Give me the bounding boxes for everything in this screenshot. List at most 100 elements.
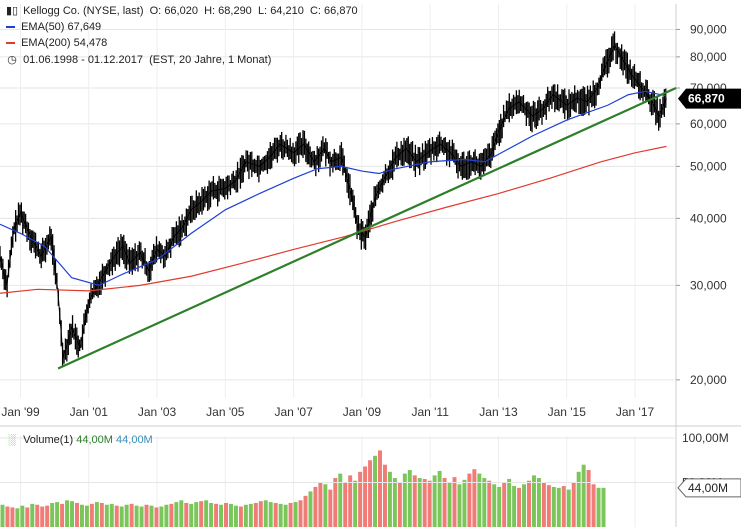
volume-bar [462, 479, 467, 527]
volume-bar [243, 504, 248, 527]
volume-bar [84, 505, 89, 527]
volume-bar [546, 485, 551, 527]
volume-bar [427, 480, 432, 527]
x-tick-label: Jan '07 [274, 405, 313, 419]
volume-bar [581, 464, 586, 527]
volume-bar [65, 500, 70, 527]
volume-bar [333, 478, 338, 527]
volume-bar [447, 482, 452, 527]
volume-bar [412, 475, 417, 527]
volume-bar [238, 506, 243, 527]
volume-bar [353, 480, 358, 527]
ema50-label: EMA(50) [21, 21, 65, 33]
open-value: 66,020 [164, 5, 198, 17]
volume-bar [144, 504, 149, 527]
trend-line [57, 86, 677, 370]
volume-bar [55, 502, 60, 527]
volume-bar [214, 503, 219, 527]
volume-bar [368, 460, 373, 527]
close-value: 66,870 [324, 5, 358, 17]
volume-label: Volume(1) [23, 434, 74, 446]
volume-bar [70, 501, 75, 527]
volume-bar [308, 491, 313, 527]
volume-bar [164, 504, 169, 527]
volume-bar [248, 503, 253, 527]
volume-bar [263, 500, 268, 527]
volume-bar [363, 466, 368, 527]
ema200-swatch [6, 42, 15, 45]
volume-bar [154, 507, 159, 527]
volume-bar [392, 478, 397, 527]
volume-bar [199, 501, 204, 527]
volume-bar [407, 470, 412, 527]
volume-bar [482, 478, 487, 527]
volume-value: 44,00M [76, 434, 113, 446]
volume-bar [477, 473, 482, 527]
volume-bar [99, 502, 104, 527]
x-tick-label: Jan '11 [411, 405, 449, 419]
volume-bars-icon: ░ [8, 434, 16, 446]
volume-bar [293, 502, 298, 527]
volume-bar [94, 502, 99, 527]
volume-bar [586, 470, 591, 527]
volume-bar [89, 503, 94, 527]
volume-value-2: 44,00M [116, 434, 153, 446]
y-tick-label: 30,000 [690, 278, 727, 292]
volume-bar [149, 505, 154, 527]
volume-bar [576, 471, 581, 527]
x-tick-label: Jan '17 [616, 405, 655, 419]
volume-bar [134, 505, 139, 527]
date-range: 01.06.1998 - 01.12.2017 [23, 54, 143, 66]
volume-bar [253, 502, 258, 527]
volume-last-label: 44,00M [688, 481, 728, 495]
volume-bar [20, 505, 25, 527]
x-tick-label: Jan '09 [343, 405, 382, 419]
volume-bar [288, 502, 293, 527]
volume-bar [298, 500, 303, 527]
volume-bar [109, 503, 114, 527]
volume-bar [79, 504, 84, 527]
ema50-line [0, 90, 667, 287]
volume-bar [104, 504, 109, 527]
volume-bar [60, 503, 65, 527]
volume-tick-label: 100,00M [682, 431, 729, 445]
low-label: L: [257, 5, 268, 17]
volume-bar [323, 484, 328, 527]
volume-bar [536, 478, 541, 527]
volume-bar [303, 495, 308, 527]
volume-bar [487, 480, 492, 527]
volume-bar [541, 482, 546, 527]
legend-range-row: ◷ 01.06.1998 - 01.12.2017 (EST, 20 Jahre… [6, 53, 271, 66]
volume-bar [184, 502, 189, 527]
volume-bar [522, 484, 527, 527]
volume-bar [551, 486, 556, 527]
volume-bar [422, 478, 427, 527]
volume-bar [591, 484, 596, 527]
volume-bar [313, 486, 318, 527]
volume-bar [571, 482, 576, 527]
ema200-line [0, 145, 667, 294]
volume-bar [502, 482, 507, 527]
volume-bar [397, 482, 402, 527]
volume-bar [189, 503, 194, 527]
x-tick-label: Jan '05 [206, 405, 245, 419]
y-tick-label: 60,000 [690, 117, 727, 131]
y-tick-label: 80,000 [690, 50, 727, 64]
x-tick-label: Jan '01 [70, 405, 109, 419]
ema50-swatch [6, 26, 15, 29]
volume-bar [492, 484, 497, 527]
volume-bar [159, 506, 164, 527]
volume-bar [338, 473, 343, 527]
volume-bar [517, 487, 522, 527]
volume-bar [25, 507, 30, 527]
x-tick-label: Jan '15 [548, 405, 587, 419]
volume-bar [437, 470, 442, 527]
volume-bar [0, 504, 5, 527]
high-value: 68,290 [218, 5, 252, 17]
volume-bar [387, 471, 392, 527]
legend-title-row: ▮▯ Kellogg Co. (NYSE, last) O: 66,020 H:… [6, 4, 358, 17]
legend-ema50-row: EMA(50) 67,649 [6, 21, 101, 33]
low-value: 64,210 [270, 5, 304, 17]
